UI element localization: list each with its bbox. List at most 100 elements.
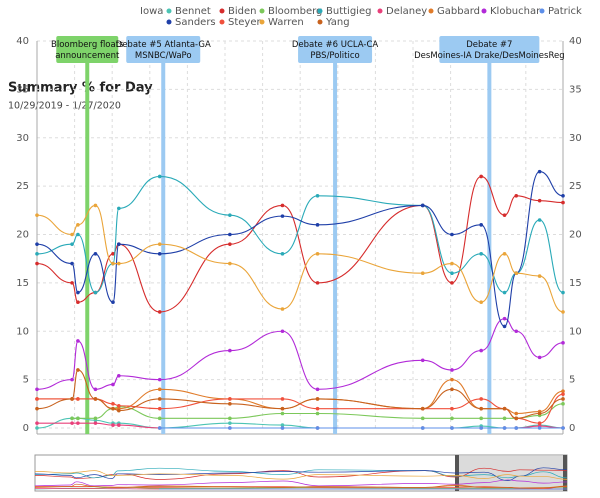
data-point xyxy=(94,252,98,256)
data-point xyxy=(228,417,232,421)
data-point xyxy=(158,417,162,421)
data-point xyxy=(117,423,121,427)
y-tick-label: 0 xyxy=(23,423,29,434)
data-point xyxy=(281,307,285,311)
data-point xyxy=(111,407,115,411)
data-point xyxy=(503,417,507,421)
data-point xyxy=(281,426,285,430)
y-tick-label: 40 xyxy=(16,36,29,47)
data-point xyxy=(35,421,39,425)
data-point xyxy=(94,291,98,295)
data-point xyxy=(281,329,285,333)
data-point xyxy=(450,271,454,275)
data-point xyxy=(538,199,542,203)
data-point xyxy=(158,426,162,430)
data-point xyxy=(538,356,542,360)
data-point xyxy=(421,358,425,362)
data-point xyxy=(479,417,483,421)
y2-tick-label: 0 xyxy=(569,423,575,434)
data-point xyxy=(76,223,80,227)
data-point xyxy=(158,388,162,392)
data-point xyxy=(503,213,507,217)
data-point xyxy=(70,281,74,285)
data-point xyxy=(94,204,98,208)
data-point xyxy=(450,407,454,411)
data-point xyxy=(561,397,565,401)
data-point xyxy=(111,300,115,304)
data-point xyxy=(514,194,518,198)
data-point xyxy=(76,421,80,425)
data-point xyxy=(316,388,320,392)
data-point xyxy=(561,291,565,295)
data-point xyxy=(94,397,98,401)
legend-marker xyxy=(260,20,265,25)
data-point xyxy=(514,426,518,430)
data-point xyxy=(538,274,542,278)
navigator-selection[interactable] xyxy=(458,455,565,491)
data-point xyxy=(450,388,454,392)
data-point xyxy=(281,407,285,411)
data-point xyxy=(228,397,232,401)
data-point xyxy=(503,317,507,321)
data-point xyxy=(117,374,121,378)
data-point xyxy=(117,242,121,246)
y-tick-label: 20 xyxy=(16,230,29,241)
data-point xyxy=(76,300,80,304)
data-point xyxy=(35,262,39,266)
data-point xyxy=(70,378,74,382)
data-point xyxy=(76,368,80,372)
legend-title: Iowa xyxy=(140,6,163,17)
data-point xyxy=(281,204,285,208)
data-point xyxy=(76,291,80,295)
data-point xyxy=(35,388,39,392)
legend-label: Warren xyxy=(268,17,304,28)
data-point xyxy=(70,262,74,266)
data-point xyxy=(503,325,507,329)
data-point xyxy=(450,233,454,237)
data-point xyxy=(479,407,483,411)
legend-label: Biden xyxy=(228,6,256,17)
data-point xyxy=(35,242,39,246)
data-point xyxy=(158,175,162,179)
y-tick-label: 10 xyxy=(16,326,29,337)
data-point xyxy=(158,407,162,411)
data-point xyxy=(503,407,507,411)
data-point xyxy=(281,214,285,218)
y2-tick-label: 40 xyxy=(569,36,582,47)
data-point xyxy=(158,252,162,256)
data-point xyxy=(514,329,518,333)
navigator-handle[interactable] xyxy=(563,455,567,491)
data-point xyxy=(281,397,285,401)
data-point xyxy=(450,417,454,421)
legend-label: Steyer xyxy=(228,17,261,28)
data-point xyxy=(76,233,80,237)
data-point xyxy=(228,349,232,353)
legend-marker xyxy=(220,20,225,25)
legend-marker xyxy=(540,9,545,14)
data-point xyxy=(450,368,454,372)
legend-marker xyxy=(318,20,323,25)
data-point xyxy=(94,388,98,392)
data-point xyxy=(421,271,425,275)
data-point xyxy=(421,426,425,430)
data-point xyxy=(228,242,232,246)
data-point xyxy=(316,412,320,416)
data-point xyxy=(450,378,454,382)
data-point xyxy=(76,339,80,343)
legend-label: Patrick xyxy=(548,6,582,17)
data-point xyxy=(503,252,507,256)
legend-label: Gabbard xyxy=(437,6,480,17)
y2-tick-label: 25 xyxy=(569,181,582,192)
y2-tick-label: 5 xyxy=(569,375,575,386)
legend-marker xyxy=(260,9,265,14)
y2-tick-label: 10 xyxy=(569,326,582,337)
data-point xyxy=(228,213,232,217)
data-point xyxy=(228,421,232,425)
data-point xyxy=(117,262,121,266)
data-point xyxy=(228,262,232,266)
data-point xyxy=(316,426,320,430)
data-point xyxy=(561,341,565,345)
data-point xyxy=(479,349,483,353)
data-point xyxy=(70,397,74,401)
